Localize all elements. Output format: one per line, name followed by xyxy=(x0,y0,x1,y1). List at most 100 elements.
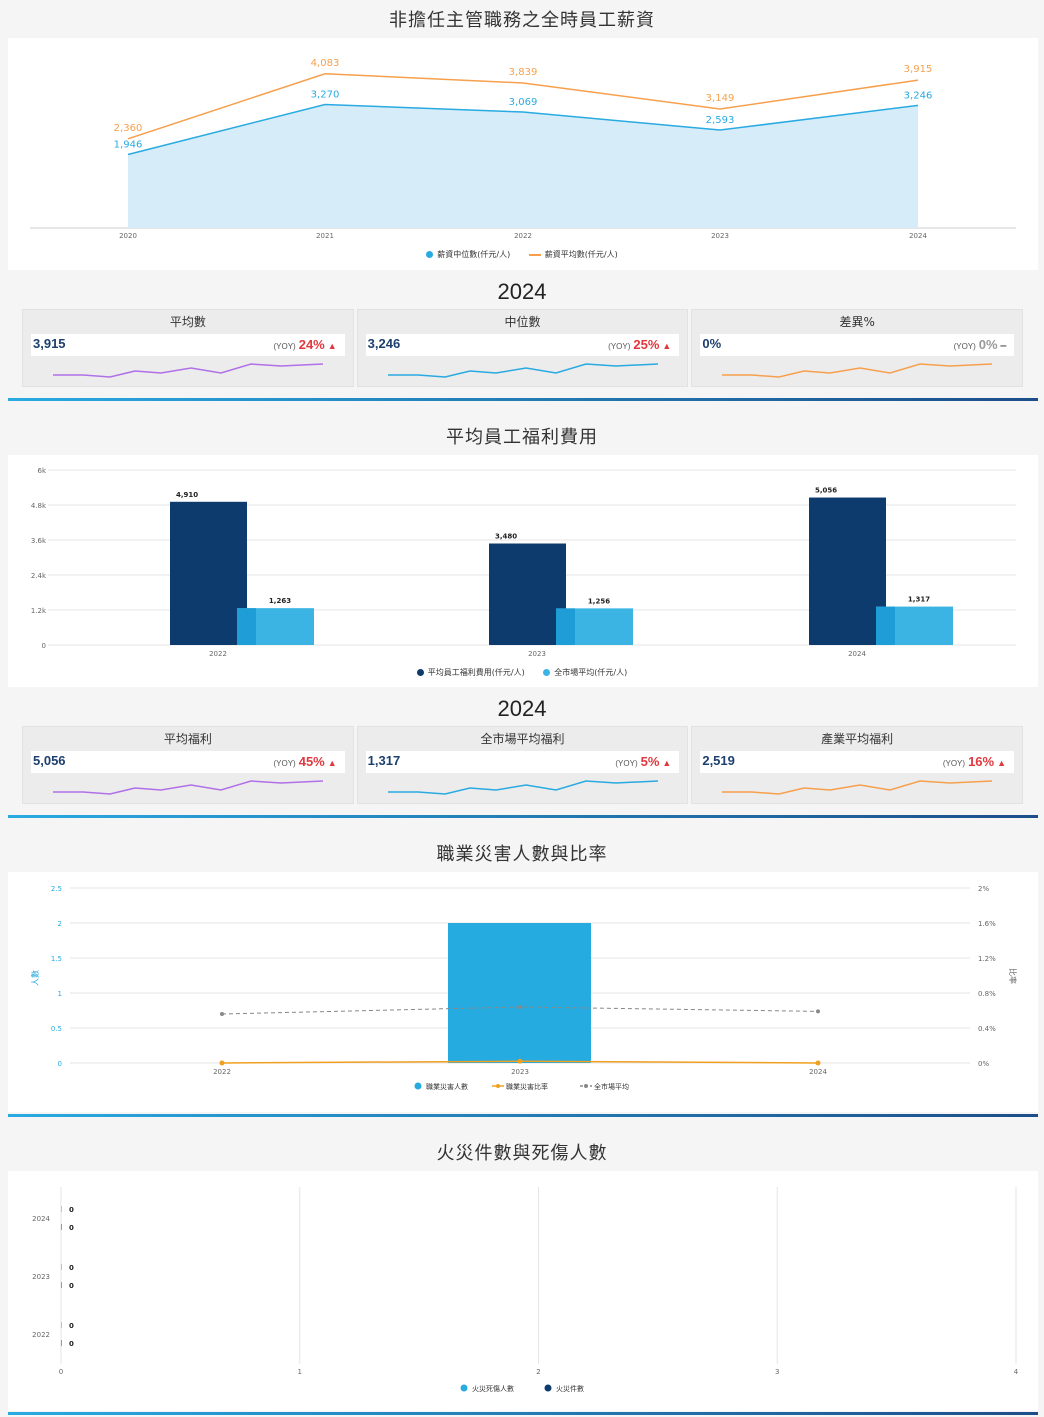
legend-welfare-company[interactable]: 平均員工福利費用(仟元/人) xyxy=(416,668,525,677)
welfare-kpi-cards: 平均福利 5,056 (YOY) 45% ▲ 全市場平均福利 1,317 (YOY)… xyxy=(22,726,1024,804)
fire-data-label: 0 xyxy=(69,1322,74,1330)
kpi-yoy-value: 25% xyxy=(633,337,660,352)
legend-label: 火災件數 xyxy=(556,1384,584,1393)
kpi-card-value-row: 3,246 (YOY) 25% ▲ xyxy=(365,334,680,356)
legend-welfare-market-label: 全市場平均(仟元/人) xyxy=(554,668,628,677)
injury-rate-point xyxy=(517,1058,523,1064)
legend-median-label: 薪資中位數(仟元/人) xyxy=(437,250,511,259)
injury-rate-point xyxy=(815,1060,821,1066)
sparkline xyxy=(722,363,993,378)
fire-chart-panel: 0 1 2 3 4 2024 0 0 2023 0 0 2022 0 0 火災死傷人數 火災件數 xyxy=(8,1171,1038,1411)
y-right-axis-title: 比率 xyxy=(1008,968,1018,984)
trend-up-icon: ▲ xyxy=(997,758,1007,768)
x-tick-label: 2021 xyxy=(316,232,334,240)
welfare-market-label: 1,317 xyxy=(908,596,930,604)
median-data-label: 2,593 xyxy=(706,115,735,126)
injury-rate-point xyxy=(219,1060,225,1066)
legend-label: 火災死傷人數 xyxy=(472,1384,514,1393)
x-tick-label: 2022 xyxy=(209,650,227,658)
kpi-yoy-value: 0% xyxy=(978,337,998,352)
y-tick-label: 1.2k xyxy=(31,607,47,615)
welfare-bar-overlap xyxy=(237,608,256,645)
welfare-company-bar xyxy=(489,543,566,645)
sparkline xyxy=(53,363,324,378)
fire-data-label: 0 xyxy=(69,1264,74,1272)
kpi-yoy-label: (YOY) xyxy=(953,342,976,351)
x-tick-label: 2024 xyxy=(848,650,866,658)
kpi-card-title: 全市場平均福利 xyxy=(480,732,565,746)
kpi-card-title: 產業平均福利 xyxy=(821,732,894,746)
y-left-tick-label: 0.5 xyxy=(51,1025,62,1033)
kpi-yoy-label: (YOY) xyxy=(615,759,638,768)
kpi-card-title: 平均福利 xyxy=(163,732,212,746)
kpi-card-title: 中位數 xyxy=(504,315,541,329)
fire-data-label: 0 xyxy=(69,1206,74,1214)
fire-bar xyxy=(61,1340,62,1346)
legend-mean-salary[interactable]: 薪資平均數(仟元/人) xyxy=(528,250,618,259)
injury-count-bar xyxy=(448,923,591,1063)
x-tick-label: 2023 xyxy=(511,1068,529,1076)
welfare-company-label: 3,480 xyxy=(495,533,517,541)
y-right-tick-label: 0% xyxy=(978,1060,989,1068)
market-average-line xyxy=(221,1006,819,1015)
kpi-value: 0% xyxy=(702,336,722,351)
kpi-yoy: (YOY) 5% ▲ xyxy=(615,754,671,769)
y-left-tick-label: 2 xyxy=(58,920,62,928)
y-tick-label: 6k xyxy=(37,467,46,475)
legend-welfare-market[interactable]: 全市場平均(仟元/人) xyxy=(543,668,627,677)
kpi-value: 5,056 xyxy=(33,753,66,768)
fire-bar xyxy=(61,1282,62,1288)
section-divider xyxy=(8,815,1038,818)
trend-up-icon: ▲ xyxy=(327,758,337,768)
kpi-card-value-row: 0% (YOY) 0% ━ xyxy=(700,334,1015,356)
legend-swatch-point xyxy=(496,1084,500,1088)
salary-kpi-cards: 平均數 3,915 (YOY) 24% ▲ 中位數 3,246 (YOY) 25% ▲ … xyxy=(22,309,1024,387)
salary-year-title: 2024 xyxy=(497,279,547,304)
fire-bar xyxy=(61,1206,62,1212)
welfare-company-bar xyxy=(170,501,247,645)
x-tick-label: 2022 xyxy=(514,232,532,240)
injury-section-title: 職業災害人數與比率 xyxy=(436,844,608,865)
sparkline xyxy=(387,363,658,378)
kpi-yoy-label: (YOY) xyxy=(273,342,296,351)
y-tick-label: 2024 xyxy=(32,1215,50,1223)
fire-data-label: 0 xyxy=(69,1224,74,1232)
kpi-value: 3,246 xyxy=(367,336,401,351)
median-data-label: 3,270 xyxy=(311,89,340,100)
kpi-card-value-row: 1,317 (YOY) 5% ▲ xyxy=(365,751,680,773)
x-tick-label: 2020 xyxy=(119,232,137,240)
mean-data-label: 2,360 xyxy=(114,123,143,134)
salary-area-chart: 2,360 1,946 2020 4,083 3,270 2021 3,839 3,069 20… xyxy=(30,58,1016,240)
mean-salary-line xyxy=(127,72,919,140)
kpi-yoy: (YOY) 25% ▲ xyxy=(608,337,671,352)
welfare-market-label: 1,256 xyxy=(588,597,610,605)
kpi-yoy: (YOY) 16% ▲ xyxy=(943,754,1006,769)
welfare-bar-chart: 0 1.2k 2.4k 3.6k 4.8k 6k 4,910 1,263 2022 3,480 1,… xyxy=(31,467,1016,658)
section-divider xyxy=(8,398,1038,401)
kpi-yoy: (YOY) 24% ▲ xyxy=(273,337,336,352)
x-tick-label: 4 xyxy=(1014,1368,1019,1376)
legend-welfare-company-swatch xyxy=(416,669,424,676)
mean-data-label: 3,839 xyxy=(509,67,538,78)
x-tick-label: 0 xyxy=(59,1368,63,1376)
y-tick-label: 4.8k xyxy=(31,502,47,510)
x-tick-label: 3 xyxy=(775,1368,779,1376)
trend-up-icon: ▲ xyxy=(662,758,672,768)
kpi-value: 3,915 xyxy=(33,336,66,351)
y-tick-label: 2022 xyxy=(32,1331,50,1339)
y-tick-label: 0 xyxy=(42,642,46,650)
sparkline xyxy=(722,780,993,795)
kpi-value: 2,519 xyxy=(702,753,735,768)
y-left-tick-label: 2.5 xyxy=(51,885,62,893)
section-divider xyxy=(8,1412,1038,1415)
kpi-yoy: (YOY) 45% ▲ xyxy=(273,754,336,769)
kpi-yoy-value: 5% xyxy=(640,754,660,769)
x-tick-label: 1 xyxy=(298,1368,302,1376)
mean-data-label: 4,083 xyxy=(311,58,340,69)
market-average-point xyxy=(220,1012,224,1016)
welfare-chart-panel: 0 1.2k 2.4k 3.6k 4.8k 6k 4,910 1,263 2022 3,480 1,… xyxy=(8,455,1038,687)
fire-bar xyxy=(61,1264,62,1270)
legend-median-salary[interactable]: 薪資中位數(仟元/人) xyxy=(426,250,510,259)
kpi-card-industry-welfare: 產業平均福利 2,519 (YOY) 16% ▲ xyxy=(691,726,1024,804)
trend-up-icon: ▲ xyxy=(327,341,337,351)
